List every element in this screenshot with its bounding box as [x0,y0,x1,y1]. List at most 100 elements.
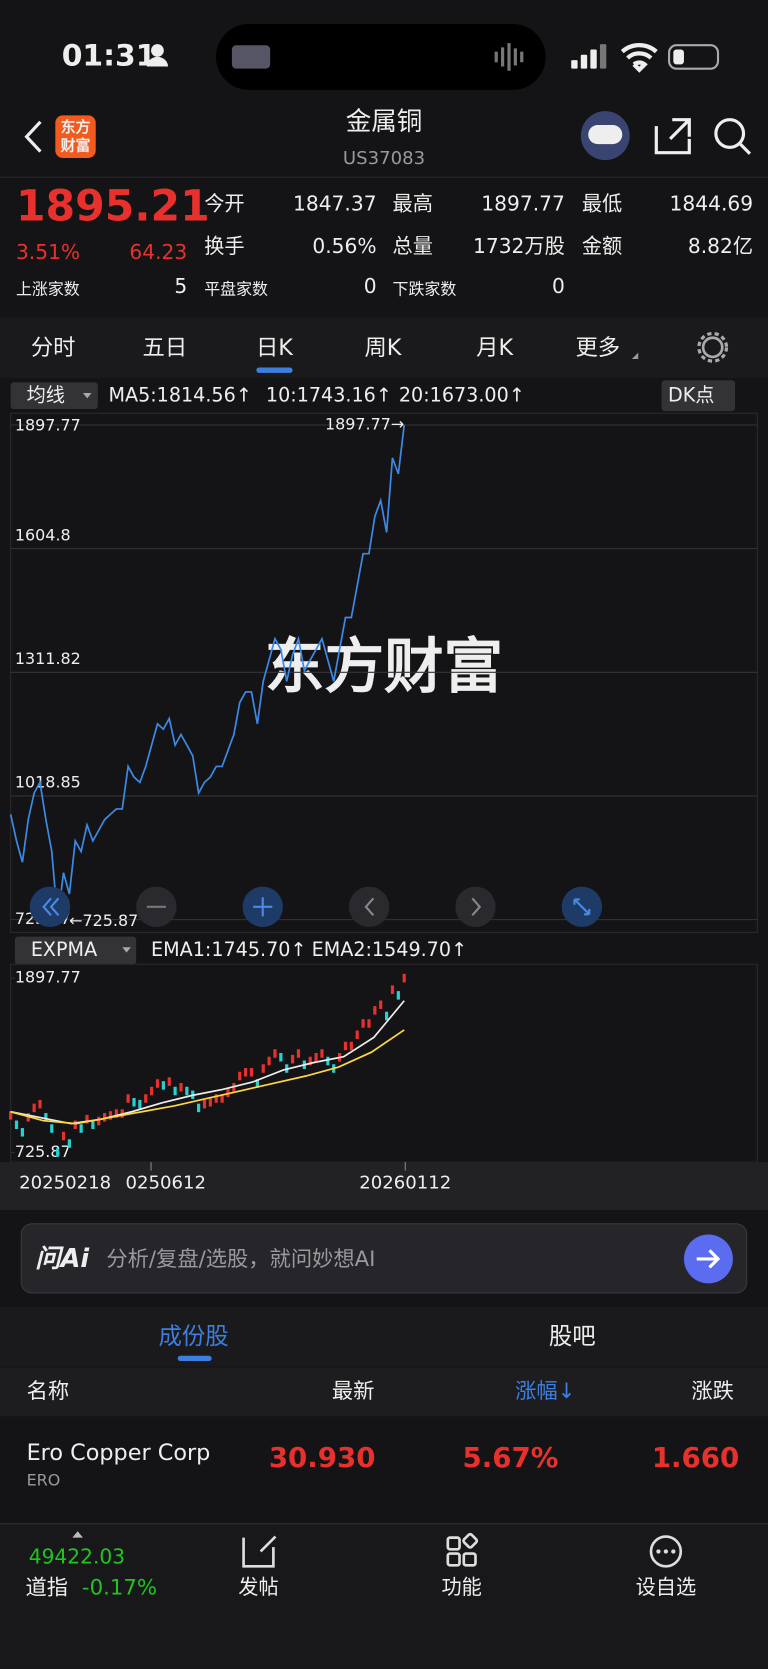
candle [56,1148,60,1157]
tab[interactable]: 日K [256,335,294,361]
icon [253,897,273,917]
ma-item: 10:1743.16↑ [266,384,392,407]
candle [296,1049,301,1058]
nav-label[interactable]: 功能 [441,1575,481,1599]
index-change: -0.17% [82,1576,157,1601]
logo-text: 东方 [61,118,91,136]
column-header[interactable]: 最新 [332,1379,375,1404]
tab[interactable]: 五日 [143,335,188,361]
robot-face [588,125,623,145]
nav-label[interactable]: 设自选 [636,1575,697,1599]
candle [185,1086,189,1096]
tab[interactable]: 分时 [31,335,76,361]
settings-button[interactable] [701,336,724,359]
date-label: 0250612 [126,1172,207,1193]
person-icon [151,44,164,57]
candle [291,1054,295,1064]
column-header[interactable]: 涨幅↓ [515,1379,575,1404]
price-line [9,424,406,920]
candle [308,1056,312,1066]
nav-label[interactable]: 发帖 [238,1575,278,1599]
candle [373,1006,377,1015]
candle [367,1019,371,1028]
expand-arrow[interactable] [72,1531,83,1538]
candle [91,1120,95,1130]
candle [108,1111,113,1120]
wifi-icon [620,43,658,73]
tab[interactable]: 更多 [575,335,620,361]
scroll-right[interactable] [455,886,496,928]
column-header[interactable]: 名称 [27,1379,70,1404]
candle [361,1019,365,1028]
candle [79,1124,83,1133]
dropdown-arrow [82,393,92,399]
dk-button[interactable] [661,380,736,412]
index-value: 49422.03 [29,1544,125,1568]
watermark: 东方财富 [265,633,503,702]
candle [343,1041,348,1051]
candle [238,1071,242,1081]
sub-tab[interactable]: 成份股 [159,1322,229,1350]
search-button[interactable] [714,118,746,149]
candle [202,1099,207,1109]
candle [379,1000,383,1009]
ai-input[interactable] [20,1223,748,1294]
share-button[interactable] [654,118,691,155]
legend-entry: EMA2:1549.70↑ [312,938,467,961]
dots [656,1549,676,1554]
more-arrow [631,352,639,360]
search-handle [739,143,752,155]
legend-entry: EMA1:1745.70↑ [151,938,306,961]
footer [0,1523,768,1669]
candle [144,1094,148,1103]
breadth-value: 0 [364,274,377,298]
candle [220,1094,224,1103]
person-icon [146,56,169,67]
field-label: 今开 [204,191,244,215]
icon [696,1249,721,1269]
candle [402,973,406,983]
candle [155,1079,160,1088]
sub-tab-bar [0,1306,768,1367]
candle [197,1103,201,1113]
candle [320,1049,324,1058]
date-axis [0,1162,768,1210]
table-row[interactable]: Ero Copper Corp ERO 30.930 5.67% 1.660 [27,1440,740,1490]
high-label: 1897.77→ [325,414,404,433]
scroll-left[interactable] [348,886,390,928]
function-icon[interactable] [446,1532,479,1567]
back-button[interactable] [24,120,42,153]
post-icon[interactable] [242,1535,277,1568]
candle [9,1111,13,1120]
candle [390,985,395,994]
logo-text: 财富 [61,136,91,154]
watchlist-icon[interactable] [649,1535,683,1568]
tab[interactable]: 月K [476,335,514,361]
indicator-selector[interactable] [14,936,137,965]
change: 64.23 [129,240,187,264]
column-header[interactable]: 涨跌 [691,1379,734,1404]
candle [67,1139,71,1148]
battery [668,44,720,70]
field-value: 0.56% [312,234,376,258]
candle [138,1099,142,1109]
candle [314,1053,318,1062]
tab[interactable]: 周K [364,335,402,361]
candle [32,1103,36,1113]
date-label: 20260112 [359,1172,451,1193]
breadth-label: 下跌家数 [393,279,457,298]
candle [255,1079,259,1088]
last-price: 30.930 [269,1441,376,1474]
date-label: 20250218 [19,1172,111,1193]
candle [244,1068,248,1077]
icon [573,898,591,916]
ma-selector[interactable] [10,382,98,410]
field-label: 金额 [582,234,622,258]
candle [167,1077,171,1086]
candle [273,1049,277,1058]
candle [179,1083,183,1092]
sub-tab[interactable]: 股吧 [549,1322,596,1350]
change: 1.660 [652,1441,739,1474]
low-label: ←725.87 [69,911,138,930]
